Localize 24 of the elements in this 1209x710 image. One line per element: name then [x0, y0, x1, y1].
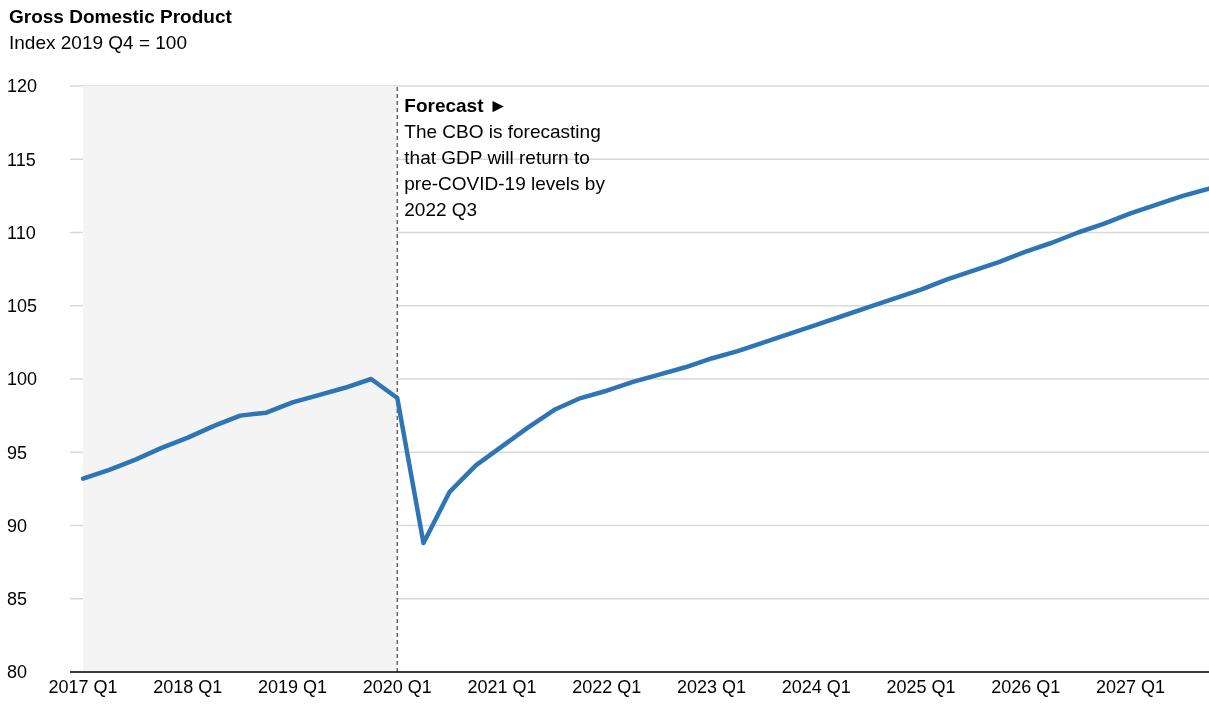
y-tick-label: 80 — [7, 662, 28, 683]
x-tick-label: 2025 Q1 — [886, 676, 956, 697]
x-tick-label: 2018 Q1 — [153, 676, 223, 697]
x-tick-label: 2017 Q1 — [48, 676, 118, 697]
x-tick-label: 2023 Q1 — [676, 676, 747, 697]
y-tick-label: 105 — [7, 296, 38, 317]
chart-subtitle: Index 2019 Q4 = 100 — [9, 32, 188, 54]
y-tick-label: 115 — [7, 149, 36, 170]
y-tick-label: 100 — [7, 369, 38, 390]
y-tick-label: 95 — [7, 442, 28, 463]
x-tick-label: 2026 Q1 — [991, 676, 1061, 697]
x-tick-label: 2020 Q1 — [362, 676, 432, 697]
y-tick-label: 110 — [7, 222, 36, 243]
y-tick-label: 85 — [7, 589, 28, 610]
x-tick-label: 2027 Q1 — [1095, 676, 1165, 697]
x-tick-label: 2022 Q1 — [572, 676, 642, 697]
x-tick-label: 2019 Q1 — [258, 676, 328, 697]
ref-line-label: Forecast ► — [404, 95, 508, 116]
chart-title: Gross Domestic Product — [9, 6, 232, 28]
annotation: The CBO is forecasting that GDP will return to pre-COVID-19 levels by 2022 Q3 — [404, 121, 606, 220]
x-tick-label: 2024 Q1 — [781, 676, 851, 697]
y-tick-label: 90 — [7, 515, 28, 536]
x-tick-label: 2021 Q1 — [467, 676, 537, 697]
y-tick-label: 120 — [7, 76, 38, 97]
